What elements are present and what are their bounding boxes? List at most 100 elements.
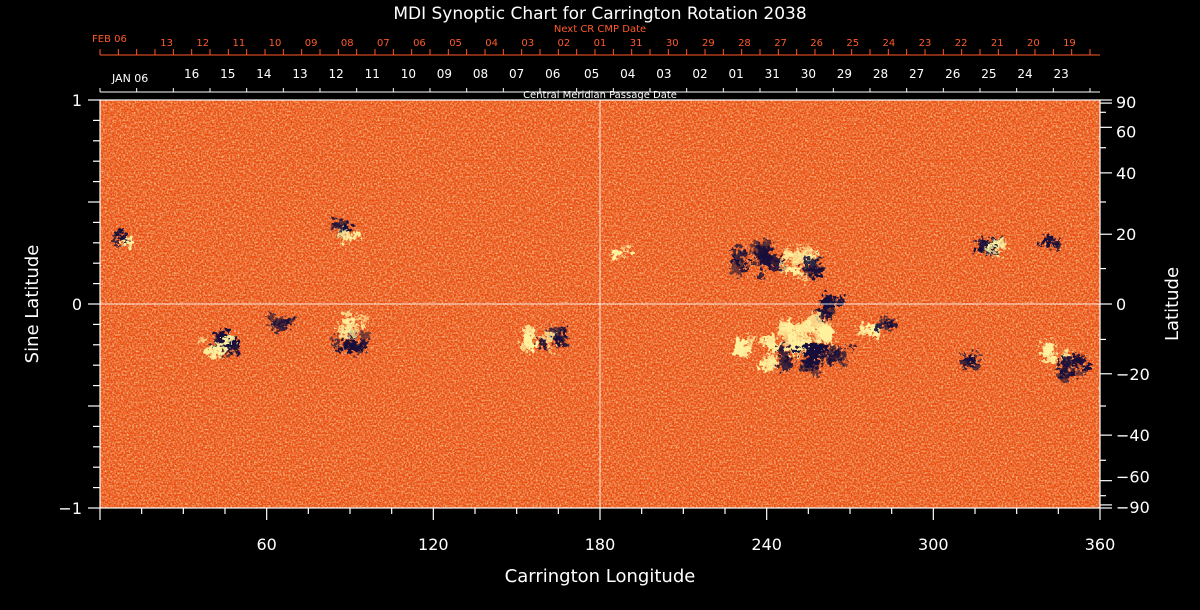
negative-polarity-patch <box>267 312 276 320</box>
negative-polarity-patch <box>887 327 893 332</box>
next-cmp-date-label: 19 <box>1063 38 1076 49</box>
negative-polarity-patch <box>975 246 983 253</box>
positive-polarity-patch <box>868 329 874 336</box>
positive-polarity-patch <box>355 315 363 322</box>
positive-polarity-patch <box>1050 355 1056 361</box>
negative-polarity-patch <box>329 221 338 230</box>
next-cmp-date-label: 01 <box>594 38 607 49</box>
plot-area <box>100 100 1100 508</box>
cmp-date-label: 13 <box>292 67 307 81</box>
negative-polarity-patch <box>752 261 759 267</box>
next-cmp-date-label: 05 <box>449 38 462 49</box>
positive-polarity-patch <box>818 321 834 338</box>
positive-polarity-patch <box>344 230 351 237</box>
next-cmp-date-axis-label: Next CR CMP Date <box>554 24 646 35</box>
negative-polarity-patch <box>836 296 846 306</box>
next-cmp-date-label: 04 <box>485 38 498 49</box>
negative-polarity-patch <box>1064 368 1076 380</box>
cmp-date-label: 30 <box>801 67 816 81</box>
negative-polarity-patch <box>757 271 766 280</box>
positive-polarity-patch <box>733 344 744 356</box>
negative-polarity-patch <box>113 240 120 247</box>
negative-polarity-patch <box>804 341 820 357</box>
positive-polarity-patch <box>349 234 356 241</box>
positive-polarity-patch <box>624 245 632 253</box>
negative-polarity-patch <box>112 232 120 239</box>
negative-polarity-patch <box>798 348 803 353</box>
left-axis: 1 0 −1 <box>58 91 100 518</box>
cmp-month-label: JAN 06 <box>111 72 148 85</box>
x-tick-label: 300 <box>918 535 949 554</box>
next-cmp-date-label: 24 <box>883 38 896 49</box>
next-cmp-date-label: 21 <box>991 38 1004 49</box>
negative-polarity-patch <box>792 346 801 354</box>
cmp-date-label: 01 <box>728 67 743 81</box>
negative-polarity-patch <box>1045 242 1050 247</box>
positive-polarity-patch <box>346 323 359 336</box>
chart-title: MDI Synoptic Chart for Carrington Rotati… <box>393 4 806 24</box>
positive-polarity-patch <box>802 274 810 282</box>
positive-polarity-patch <box>223 334 235 347</box>
negative-polarity-patch <box>882 321 891 330</box>
negative-polarity-patch <box>961 352 966 357</box>
x-tick-label: 120 <box>418 535 449 554</box>
y-tick-label-right: 40 <box>1116 164 1136 183</box>
negative-polarity-patch <box>970 351 978 359</box>
next-cmp-date-label: 20 <box>1027 38 1040 49</box>
y-tick-label-right: 60 <box>1116 122 1136 141</box>
next-cmp-date-label: 29 <box>702 38 715 49</box>
cmp-date-label: 15 <box>220 67 235 81</box>
positive-polarity-patch <box>542 331 555 343</box>
next-cmp-date-label: 25 <box>846 38 859 49</box>
y-tick-label-right: 20 <box>1116 225 1136 244</box>
negative-polarity-patch <box>330 336 341 347</box>
positive-polarity-patch <box>345 317 352 324</box>
cmp-date-label: 12 <box>328 67 343 81</box>
positive-polarity-patch <box>785 265 794 274</box>
negative-polarity-patch <box>812 368 821 376</box>
y-axis-label-right: Latitude <box>1162 267 1183 341</box>
negative-polarity-patch <box>746 259 753 266</box>
cmp-date-label: 10 <box>401 67 416 81</box>
y-tick-label-left: 1 <box>72 91 82 110</box>
next-cmp-date-label: 08 <box>341 38 354 49</box>
positive-polarity-patch <box>614 249 621 257</box>
x-tick-label: 180 <box>585 535 616 554</box>
cmp-date-label: 11 <box>365 67 380 81</box>
next-cmp-date-axis: 13 12 11 10 09 08 07 06 05 04 03 02 01 31 30 29 28 27 26 25… <box>99 38 1100 56</box>
y-axis-label-left: Sine Latitude <box>22 245 43 364</box>
positive-polarity-patch <box>735 336 747 348</box>
negative-polarity-patch <box>822 357 831 366</box>
negative-polarity-patch <box>1060 369 1067 376</box>
next-cmp-date-label: 13 <box>160 38 173 49</box>
positive-polarity-patch <box>200 337 207 344</box>
positive-polarity-patch <box>766 354 776 364</box>
positive-polarity-patch <box>986 244 995 254</box>
negative-polarity-patch <box>820 300 826 306</box>
x-tick-label: 360 <box>1085 535 1116 554</box>
positive-polarity-patch <box>809 325 815 331</box>
positive-polarity-patch <box>360 323 367 329</box>
negative-polarity-patch <box>554 337 563 346</box>
cmp-date-label: 08 <box>473 67 488 81</box>
cmp-date-label: 02 <box>692 67 707 81</box>
cmp-date-label: 09 <box>437 67 452 81</box>
y-tick-label-right: −90 <box>1116 498 1150 517</box>
next-cmp-date-label: 23 <box>919 38 932 49</box>
next-cmp-date-label: 07 <box>377 38 390 49</box>
next-cmp-date-label: 28 <box>738 38 751 49</box>
positive-polarity-patch <box>778 267 785 274</box>
positive-polarity-patch <box>824 335 835 345</box>
positive-polarity-patch <box>778 259 786 267</box>
negative-polarity-patch <box>1075 353 1085 364</box>
next-cmp-date-label: 02 <box>558 38 571 49</box>
positive-polarity-patch <box>758 360 768 370</box>
cmp-date-label: 23 <box>1053 67 1068 81</box>
cmp-date-label: 07 <box>509 67 524 81</box>
negative-polarity-patch <box>775 345 787 358</box>
negative-polarity-patch <box>963 359 969 364</box>
y-tick-label-left: 0 <box>72 295 82 314</box>
negative-polarity-patch <box>834 347 846 359</box>
positive-polarity-patch <box>546 346 552 352</box>
cmp-date-label: 05 <box>584 67 599 81</box>
